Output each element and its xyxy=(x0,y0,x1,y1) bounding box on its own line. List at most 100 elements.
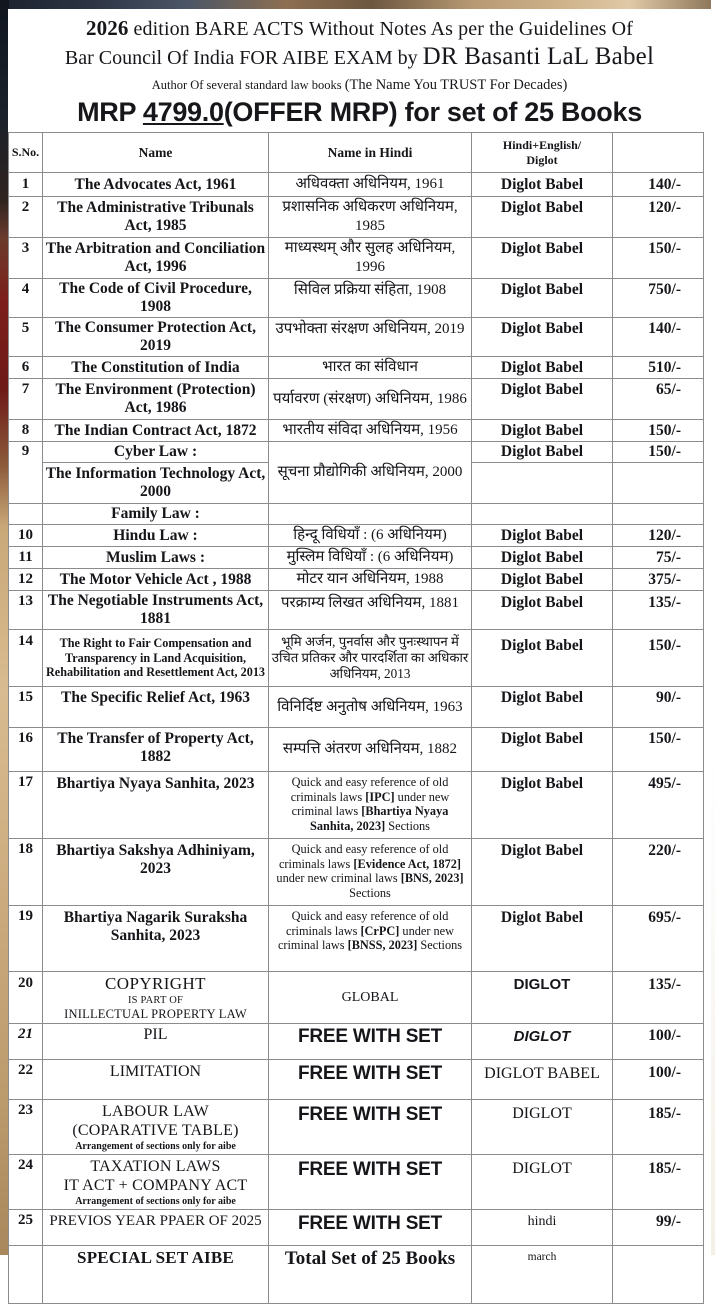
books-price-table: S.No. Name Name in Hindi Hindi+English/ … xyxy=(8,132,704,1304)
row-hindi-description: Quick and easy reference of old criminal… xyxy=(268,905,472,972)
row-price: 99/- xyxy=(612,1209,704,1246)
row-sno: 11 xyxy=(8,546,43,569)
table-row[interactable]: 24 TAXATION LAWS IT ACT + COMPANY ACT Ar… xyxy=(8,1154,704,1210)
table-row[interactable]: 4 The Code of Civil Procedure, 1908 सिवि… xyxy=(8,278,704,318)
table-row[interactable]: 3 The Arbitration and Conciliation Act, … xyxy=(8,237,704,279)
row-sno: 23 xyxy=(8,1099,43,1155)
table-row[interactable]: 5 The Consumer Protection Act, 2019 उपभो… xyxy=(8,317,704,357)
desc-part-a: Quick and easy reference of old criminal… xyxy=(290,775,449,804)
page-header: 2026 edition BARE ACTS Without Notes As … xyxy=(8,9,711,131)
row-name: Hindu Law : xyxy=(42,524,269,547)
table-row: Family Law : xyxy=(8,503,704,525)
row-hindi: FREE WITH SET xyxy=(268,1099,472,1155)
labour-title: LABOUR LAW xyxy=(102,1103,209,1120)
row-hindi-description: Quick and easy reference of old criminal… xyxy=(268,771,472,839)
table-row[interactable]: 7 The Environment (Protection) Act, 1986… xyxy=(8,378,704,420)
row-hindi: मोटर यान अधिनियम, 1988 xyxy=(268,568,472,591)
table-row[interactable]: 19 Bhartiya Nagarik Suraksha Sanhita, 20… xyxy=(8,905,704,972)
photo-edge-left xyxy=(0,0,9,1255)
copyright-title: COPYRIGHT xyxy=(105,974,206,993)
table-row[interactable]: 17 Bhartiya Nyaya Sanhita, 2023 Quick an… xyxy=(8,771,704,839)
row-diglot: Diglot Babel xyxy=(471,317,613,357)
row-diglot: Diglot Babel xyxy=(471,590,613,630)
desc-part-e: Sections xyxy=(417,938,463,953)
desc-part-c: under new criminal laws xyxy=(276,871,401,886)
row-name: The Constitution of India xyxy=(42,356,269,379)
table-row[interactable]: 1 The Advocates Act, 1961 अधिवक्ता अधिनि… xyxy=(8,172,704,197)
row-price: 750/- xyxy=(612,278,704,318)
row-price: 185/- xyxy=(612,1099,704,1155)
column-header-price xyxy=(612,132,704,173)
row-hindi: भारत का संविधान xyxy=(268,356,472,379)
desc-part-d: [BNSS, 2023] xyxy=(347,938,418,953)
table-row[interactable]: 6 The Constitution of India भारत का संवि… xyxy=(8,356,704,379)
table-row[interactable]: 8 The Indian Contract Act, 1872 भारतीय स… xyxy=(8,419,704,442)
row-price: 185/- xyxy=(612,1154,704,1210)
mrp-suffix: (OFFER MRP) for set of 25 Books xyxy=(223,97,643,127)
row-price: 100/- xyxy=(612,1023,704,1060)
row-price: 220/- xyxy=(612,838,704,906)
row-sno: 4 xyxy=(8,278,43,318)
row-price: 135/- xyxy=(612,590,704,630)
table-header-row: S.No. Name Name in Hindi Hindi+English/ … xyxy=(8,132,704,173)
row-price: 150/- xyxy=(612,419,704,442)
row-sno: 3 xyxy=(8,237,43,279)
table-row[interactable]: SPECIAL SET AIBE Total Set of 25 Books m… xyxy=(8,1245,704,1304)
row-price: 495/- xyxy=(612,771,704,839)
row-sno: 6 xyxy=(8,356,43,379)
row-diglot: Diglot Babel xyxy=(471,196,613,238)
row-name: Muslim Laws : xyxy=(42,546,269,569)
table-row[interactable]: 9 Cyber Law : सूचना प्रौद्योगिकी अधिनियम… xyxy=(8,441,704,504)
row-diglot: Diglot Babel xyxy=(471,378,613,420)
column-header-sno: S.No. xyxy=(8,132,43,173)
row-hindi xyxy=(268,503,472,525)
table-row[interactable]: 23 LABOUR LAW (COPARATIVE TABLE) Arrange… xyxy=(8,1099,704,1155)
table-row[interactable]: 20 COPYRIGHT IS PART OF INILLECTUAL PROP… xyxy=(8,971,704,1024)
desc-part-d: [BNS, 2023] xyxy=(400,871,464,886)
table-row[interactable]: 14 The Right to Fair Compensation and Tr… xyxy=(8,629,704,687)
row-name: The Consumer Protection Act, 2019 xyxy=(42,317,269,357)
table-row[interactable]: 10 Hindu Law : हिन्दू विधियाँ : (6 अधिनि… xyxy=(8,524,704,547)
header-line-1: 2026 edition BARE ACTS Without Notes As … xyxy=(8,9,711,42)
row-hindi: सिविल प्रक्रिया संहिता, 1908 xyxy=(268,278,472,318)
table-row[interactable]: 2 The Administrative Tribunals Act, 1985… xyxy=(8,196,704,238)
row-price: 120/- xyxy=(612,196,704,238)
row-price: 140/- xyxy=(612,172,704,197)
row-sno: 25 xyxy=(8,1209,43,1246)
row-price: 100/- xyxy=(612,1059,704,1100)
desc-part-c: under new criminal laws xyxy=(291,789,450,819)
row-price: 150/- xyxy=(612,237,704,279)
row-price: 140/- xyxy=(612,317,704,357)
row-price: 120/- xyxy=(612,524,704,547)
table-row[interactable]: 25 PREVIOS YEAR PPAER OF 2025 FREE WITH … xyxy=(8,1209,704,1246)
row-hindi: मुस्लिम विधियाँ : (6 अधिनियम) xyxy=(268,546,472,569)
table-row[interactable]: 12 The Motor Vehicle Act , 1988 मोटर यान… xyxy=(8,568,704,591)
table-row[interactable]: 11 Muslim Laws : मुस्लिम विधियाँ : (6 अध… xyxy=(8,546,704,569)
table-row[interactable]: 21 PIL FREE WITH SET DIGLOT 100/- xyxy=(8,1023,704,1060)
table-row[interactable]: 13 The Negotiable Instruments Act, 1881 … xyxy=(8,590,704,630)
row-hindi: GLOBAL xyxy=(268,971,472,1024)
table-row[interactable]: 15 The Specific Relief Act, 1963 विनिर्द… xyxy=(8,686,704,728)
row-hindi: पर्यावरण (संरक्षण) अधिनियम, 1986 xyxy=(268,378,472,420)
row-hindi: माध्यस्थम् और सुलह अधिनियम, 1996 xyxy=(268,237,472,279)
row-sno: 2 xyxy=(8,196,43,238)
header-author-name: DR Basanti LaL Babel xyxy=(422,43,655,70)
row-price: 90/- xyxy=(612,686,704,728)
table-row[interactable]: 18 Bhartiya Sakshya Adhiniyam, 2023 Quic… xyxy=(8,838,704,906)
row-name: SPECIAL SET AIBE xyxy=(42,1245,269,1304)
row-price xyxy=(612,1245,704,1304)
table-row[interactable]: 16 The Transfer of Property Act, 1882 सम… xyxy=(8,727,704,772)
row-price: 150/- xyxy=(612,727,704,772)
row-hindi: FREE WITH SET xyxy=(268,1059,472,1100)
row-diglot: Diglot Babel xyxy=(471,771,613,839)
row-sno: 5 xyxy=(8,317,43,357)
row-price: 695/- xyxy=(612,905,704,972)
labour-subtitle: (COPARATIVE TABLE) xyxy=(72,1122,239,1139)
row-diglot: DIGLOT xyxy=(471,971,613,1024)
row-sno: 22 xyxy=(8,1059,43,1100)
row-price-empty xyxy=(612,462,704,504)
row-sno: 18 xyxy=(8,838,43,906)
row-diglot: Diglot Babel xyxy=(471,172,613,197)
row-hindi: भारतीय संविदा अधिनियम, 1956 xyxy=(268,419,472,442)
table-row[interactable]: 22 LIMITATION FREE WITH SET DIGLOT BABEL… xyxy=(8,1059,704,1100)
